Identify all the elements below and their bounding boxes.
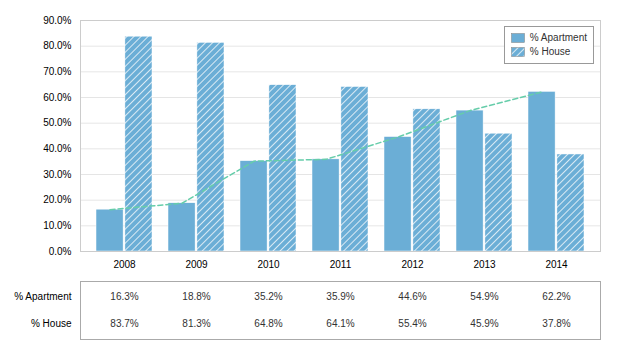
svg-text:2014: 2014 [545, 259, 568, 270]
svg-text:18.8%: 18.8% [182, 291, 210, 302]
svg-text:81.3%: 81.3% [182, 318, 210, 329]
svg-text:2010: 2010 [257, 259, 280, 270]
svg-text:60.0%: 60.0% [43, 92, 71, 103]
svg-text:2011: 2011 [330, 259, 352, 270]
svg-text:2009: 2009 [185, 259, 208, 270]
svg-text:16.3%: 16.3% [110, 291, 138, 302]
svg-text:90.0%: 90.0% [43, 15, 71, 26]
svg-text:35.2%: 35.2% [254, 291, 282, 302]
svg-text:2008: 2008 [113, 259, 136, 270]
svg-text:55.4%: 55.4% [398, 318, 426, 329]
svg-text:50.0%: 50.0% [43, 117, 71, 128]
svg-text:80.0%: 80.0% [43, 40, 71, 51]
svg-text:30.0%: 30.0% [43, 169, 71, 180]
svg-text:40.0%: 40.0% [43, 143, 71, 154]
svg-text:54.9%: 54.9% [470, 291, 498, 302]
svg-text:0.0%: 0.0% [49, 246, 72, 257]
svg-text:64.8%: 64.8% [254, 318, 282, 329]
svg-text:% Apartment: % Apartment [14, 291, 71, 302]
svg-text:83.7%: 83.7% [110, 318, 138, 329]
svg-text:% House: % House [31, 318, 72, 329]
svg-text:2012: 2012 [401, 259, 424, 270]
svg-text:2013: 2013 [473, 259, 496, 270]
svg-text:44.6%: 44.6% [398, 291, 426, 302]
svg-text:70.0%: 70.0% [43, 66, 71, 77]
svg-text:45.9%: 45.9% [470, 318, 498, 329]
html-text:% Apartment: % Apartment [529, 32, 587, 43]
svg-text:62.2%: 62.2% [542, 291, 570, 302]
html-text:% House: % House [529, 46, 571, 57]
svg-text:37.8%: 37.8% [542, 318, 570, 329]
svg-text:64.1%: 64.1% [326, 318, 354, 329]
svg-text:35.9%: 35.9% [326, 291, 354, 302]
svg-text:20.0%: 20.0% [43, 194, 71, 205]
svg-text:10.0%: 10.0% [43, 220, 71, 231]
